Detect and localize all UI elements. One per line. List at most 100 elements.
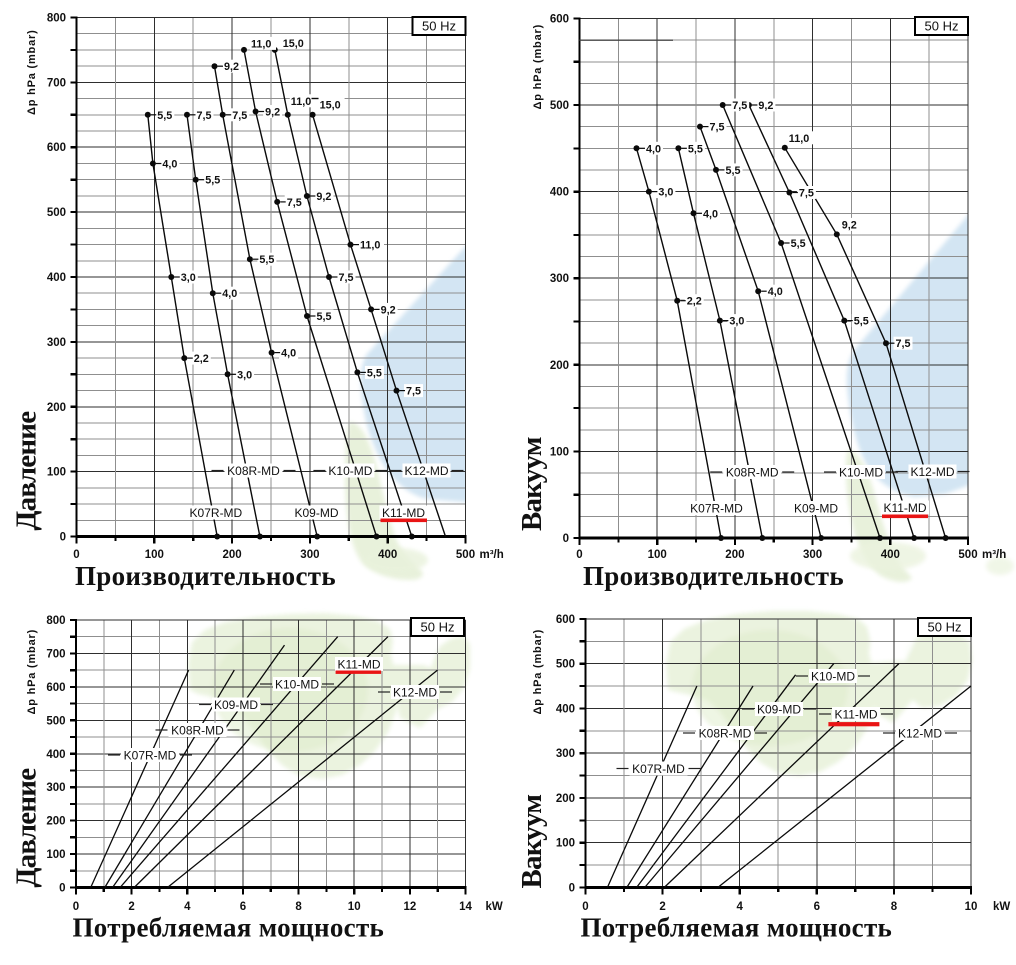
svg-text:100: 100 bbox=[556, 838, 575, 850]
svg-text:Потребляемая мощность: Потребляемая мощность bbox=[73, 913, 385, 943]
svg-text:500: 500 bbox=[556, 659, 575, 671]
svg-text:400: 400 bbox=[378, 549, 397, 561]
svg-text:K10-MD: K10-MD bbox=[839, 466, 883, 480]
svg-text:kW: kW bbox=[993, 901, 1010, 913]
svg-text:500: 500 bbox=[47, 207, 66, 219]
svg-text:3,0: 3,0 bbox=[729, 316, 744, 328]
svg-text:400: 400 bbox=[550, 187, 569, 199]
svg-text:600: 600 bbox=[47, 142, 66, 154]
svg-text:K10-MD: K10-MD bbox=[811, 670, 855, 684]
svg-text:100: 100 bbox=[46, 849, 65, 861]
svg-text:0: 0 bbox=[73, 549, 79, 561]
svg-text:K10-MD: K10-MD bbox=[328, 464, 372, 478]
svg-text:9,2: 9,2 bbox=[758, 100, 773, 112]
svg-text:7,5: 7,5 bbox=[339, 272, 354, 284]
svg-text:5,5: 5,5 bbox=[317, 311, 332, 323]
svg-text:K08R-MD: K08R-MD bbox=[699, 727, 752, 741]
svg-text:K07R-MD: K07R-MD bbox=[124, 749, 177, 763]
svg-text:Δp hPa (mbar): Δp hPa (mbar) bbox=[532, 24, 544, 110]
svg-text:400: 400 bbox=[556, 703, 575, 715]
svg-text:Δp hPa (mbar): Δp hPa (mbar) bbox=[26, 29, 38, 115]
svg-text:800: 800 bbox=[47, 13, 66, 25]
svg-text:9,2: 9,2 bbox=[381, 304, 396, 316]
svg-text:0: 0 bbox=[59, 883, 65, 895]
svg-text:0: 0 bbox=[73, 901, 79, 913]
svg-text:3,0: 3,0 bbox=[237, 369, 252, 381]
svg-text:11,0: 11,0 bbox=[789, 133, 809, 145]
svg-text:8: 8 bbox=[295, 901, 302, 913]
svg-text:100: 100 bbox=[47, 467, 66, 479]
svg-text:200: 200 bbox=[556, 793, 575, 805]
svg-text:Вакуум: Вакуум bbox=[516, 795, 548, 889]
svg-text:15,0: 15,0 bbox=[320, 99, 341, 111]
svg-text:K09-MD: K09-MD bbox=[294, 506, 338, 520]
svg-text:8: 8 bbox=[891, 901, 898, 913]
svg-text:300: 300 bbox=[46, 782, 65, 794]
svg-text:K07R-MD: K07R-MD bbox=[690, 502, 743, 516]
svg-text:50 Hz: 50 Hz bbox=[925, 19, 959, 34]
svg-text:50 Hz: 50 Hz bbox=[421, 620, 455, 635]
svg-text:5,5: 5,5 bbox=[854, 316, 869, 328]
svg-text:Потребляемая мощность: Потребляемая мощность bbox=[581, 913, 893, 943]
svg-text:100: 100 bbox=[550, 446, 569, 458]
svg-text:Вакуум: Вакуум bbox=[516, 437, 548, 531]
svg-text:5,5: 5,5 bbox=[367, 367, 382, 379]
svg-text:500: 500 bbox=[456, 549, 475, 561]
svg-text:11,0: 11,0 bbox=[251, 38, 271, 50]
svg-text:300: 300 bbox=[300, 549, 319, 561]
svg-text:K10-MD: K10-MD bbox=[275, 678, 319, 692]
svg-text:Давление: Давление bbox=[11, 411, 43, 531]
svg-text:3,0: 3,0 bbox=[181, 272, 196, 284]
svg-text:700: 700 bbox=[47, 77, 66, 89]
svg-text:0: 0 bbox=[563, 533, 569, 545]
svg-text:2,2: 2,2 bbox=[194, 353, 209, 365]
svg-text:50 Hz: 50 Hz bbox=[422, 19, 456, 34]
svg-text:K08R-MD: K08R-MD bbox=[726, 466, 779, 480]
svg-text:m³/h: m³/h bbox=[982, 549, 1006, 561]
svg-text:11,0: 11,0 bbox=[360, 240, 380, 252]
svg-text:Δp hPa (mbar): Δp hPa (mbar) bbox=[532, 629, 544, 715]
svg-text:500: 500 bbox=[550, 100, 569, 112]
svg-text:10: 10 bbox=[965, 901, 978, 913]
svg-text:4,0: 4,0 bbox=[222, 288, 237, 300]
svg-text:0: 0 bbox=[569, 883, 575, 895]
svg-text:100: 100 bbox=[648, 549, 667, 561]
svg-text:7,5: 7,5 bbox=[896, 338, 911, 350]
svg-text:600: 600 bbox=[550, 14, 569, 26]
svg-text:K08R-MD: K08R-MD bbox=[227, 464, 280, 478]
svg-text:5,5: 5,5 bbox=[791, 238, 806, 250]
svg-text:2: 2 bbox=[128, 901, 134, 913]
svg-text:7,5: 7,5 bbox=[710, 122, 725, 134]
svg-text:4,0: 4,0 bbox=[768, 286, 783, 298]
svg-text:K11-MD: K11-MD bbox=[382, 506, 425, 520]
svg-text:400: 400 bbox=[46, 749, 65, 761]
svg-text:6: 6 bbox=[240, 901, 246, 913]
svg-text:4: 4 bbox=[184, 901, 191, 913]
svg-text:600: 600 bbox=[46, 682, 65, 694]
svg-text:5,5: 5,5 bbox=[259, 254, 274, 266]
svg-text:0: 0 bbox=[60, 532, 66, 544]
svg-text:600: 600 bbox=[556, 614, 575, 626]
svg-text:7,5: 7,5 bbox=[732, 100, 747, 112]
svg-text:300: 300 bbox=[550, 273, 569, 285]
svg-text:300: 300 bbox=[803, 549, 822, 561]
svg-text:K12-MD: K12-MD bbox=[898, 727, 942, 741]
svg-text:300: 300 bbox=[556, 748, 575, 760]
svg-text:7,5: 7,5 bbox=[799, 188, 814, 200]
svg-text:Δp hPa (mbar): Δp hPa (mbar) bbox=[26, 629, 38, 715]
svg-text:12: 12 bbox=[404, 901, 417, 913]
svg-text:4: 4 bbox=[736, 901, 743, 913]
svg-text:4,0: 4,0 bbox=[646, 143, 661, 155]
svg-text:200: 200 bbox=[223, 549, 242, 561]
svg-text:9,2: 9,2 bbox=[842, 219, 857, 231]
svg-text:500: 500 bbox=[46, 715, 65, 727]
svg-text:400: 400 bbox=[881, 549, 900, 561]
svg-text:2,2: 2,2 bbox=[687, 296, 702, 308]
svg-text:3,0: 3,0 bbox=[658, 187, 673, 199]
svg-text:300: 300 bbox=[47, 337, 66, 349]
svg-text:K09-MD: K09-MD bbox=[794, 502, 838, 516]
svg-text:50 Hz: 50 Hz bbox=[928, 620, 962, 635]
svg-text:800: 800 bbox=[46, 615, 65, 627]
svg-text:700: 700 bbox=[46, 648, 65, 660]
svg-text:2: 2 bbox=[659, 901, 665, 913]
